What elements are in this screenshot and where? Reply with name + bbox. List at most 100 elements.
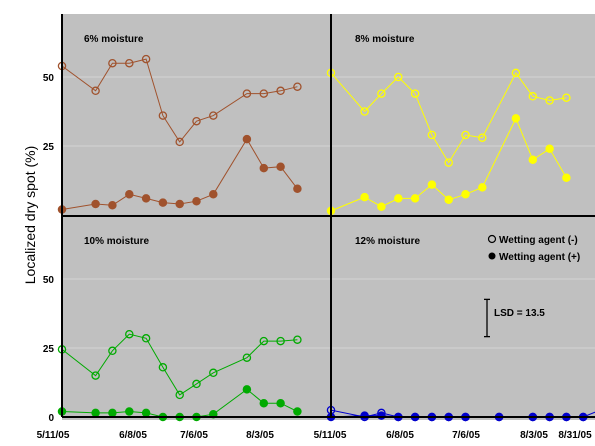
point-0-plus-3 [125, 190, 134, 199]
point-2-minus-1 [91, 371, 100, 380]
point-2-minus-7 [192, 379, 201, 389]
point-1-plus-6 [444, 195, 453, 205]
point-3-plus-2 [377, 411, 386, 420]
point-1-minus-11 [545, 96, 554, 105]
point-1-plus-10 [528, 155, 538, 165]
point-0-minus-1 [91, 86, 100, 96]
point-2-plus-1 [91, 408, 100, 418]
point-1-plus-5 [427, 180, 437, 189]
y-tick-bottom-0: 0 [48, 413, 54, 424]
point-1-minus-1 [360, 107, 369, 116]
x-tick-left-1: 5/11/05 [37, 430, 70, 441]
x-tick-left-3: 7/6/05 [180, 430, 208, 441]
legend-minus-label: Wetting agent (-) [499, 235, 578, 246]
x-tick-labels-left: 5/11/05 6/8/05 7/6/05 8/3/05 [37, 430, 275, 441]
series-line-0-minus [61, 58, 298, 143]
point-0-minus-5 [158, 111, 168, 120]
point-1-minus-5 [427, 130, 437, 140]
point-2-minus-11 [276, 336, 285, 346]
point-0-minus-4 [141, 54, 151, 64]
point-1-plus-12 [562, 173, 571, 182]
point-0-plus-11 [276, 162, 285, 171]
lsd-indicator: LSD = 13.5 [484, 298, 545, 338]
series-line-2-minus [61, 333, 298, 396]
point-0-plus-9 [242, 134, 252, 144]
point-0-minus-3 [125, 58, 134, 68]
point-0-minus-11 [276, 86, 285, 96]
point-1-minus-3 [394, 72, 403, 82]
point-1-minus-7 [461, 130, 470, 140]
legend-filled-circle-icon [488, 252, 496, 260]
point-1-minus-6 [444, 158, 453, 167]
point-2-minus-8 [209, 368, 218, 378]
point-2-plus-12 [293, 407, 302, 416]
point-0-minus-7 [192, 116, 201, 126]
point-1-plus-8 [478, 183, 487, 192]
point-2-plus-3 [125, 407, 134, 416]
panel-title-10pct: 10% moisture [84, 236, 149, 247]
point-1-plus-4 [410, 194, 420, 203]
y-tick-bottom-25: 25 [43, 344, 55, 355]
point-0-plus-6 [175, 199, 184, 209]
x-tick-left-4: 8/3/05 [246, 430, 274, 441]
series-line-1-minus [330, 71, 567, 164]
point-0-plus-2 [108, 201, 117, 210]
point-1-plus-3 [394, 194, 403, 203]
point-2-minus-4 [141, 334, 151, 343]
point-2-minus-2 [108, 346, 117, 356]
point-2-minus-3 [125, 329, 134, 339]
legend-open-circle-icon [487, 234, 497, 244]
point-1-minus-12 [562, 93, 571, 102]
x-tick-right-5: 8/31/05 [558, 430, 592, 441]
panel-title-8pct: 8% moisture [355, 34, 415, 45]
point-3-plus-1 [360, 411, 369, 420]
point-0-minus-8 [209, 111, 218, 120]
x-tick-right-2: 6/8/05 [386, 430, 414, 441]
point-2-plus-9 [242, 385, 252, 394]
point-1-minus-9 [511, 68, 521, 78]
x-tick-right-1: 5/11/05 [314, 430, 347, 441]
point-2-minus-6 [175, 390, 184, 400]
point-1-plus-9 [511, 114, 521, 123]
legend-plus-label: Wetting agent (+) [499, 252, 580, 263]
point-2-plus-4 [141, 408, 151, 418]
panel-frame [61, 14, 595, 418]
point-0-plus-7 [192, 196, 201, 206]
point-0-plus-10 [259, 163, 269, 173]
point-0-plus-4 [141, 194, 151, 203]
x-tick-right-4: 8/3/05 [520, 430, 548, 441]
point-0-minus-6 [175, 137, 184, 147]
point-0-minus-2 [108, 58, 117, 68]
point-1-plus-11 [545, 144, 554, 154]
point-0-plus-12 [293, 184, 302, 194]
x-tick-left-2: 6/8/05 [119, 430, 147, 441]
point-0-minus-9 [242, 89, 252, 98]
lsd-label: LSD = 13.5 [494, 308, 545, 319]
series-layer [57, 54, 595, 422]
point-0-minus-10 [259, 89, 269, 98]
y-tick-top-50: 50 [43, 73, 55, 84]
x-tick-labels-right: 5/11/05 6/8/05 7/6/05 8/3/05 8/31/05 [314, 430, 593, 441]
point-2-minus-9 [242, 353, 252, 362]
legend: Wetting agent (-) Wetting agent (+) [487, 234, 580, 263]
point-2-plus-2 [108, 408, 117, 418]
point-1-minus-10 [528, 92, 538, 101]
point-1-plus-2 [377, 202, 386, 211]
point-1-plus-1 [360, 192, 369, 202]
point-0-plus-5 [158, 198, 168, 207]
panel-title-12pct: 12% moisture [355, 236, 420, 247]
point-2-minus-10 [259, 336, 269, 346]
point-1-plus-7 [461, 190, 470, 199]
point-1-minus-8 [478, 133, 487, 142]
gridlines [62, 76, 595, 349]
point-0-plus-8 [209, 190, 218, 199]
point-2-plus-10 [259, 398, 269, 408]
point-1-minus-2 [377, 89, 386, 98]
point-1-minus-4 [410, 89, 420, 98]
y-tick-bottom-50: 50 [43, 275, 55, 286]
y-tick-top-25: 25 [43, 142, 55, 153]
point-0-plus-1 [91, 199, 100, 209]
point-0-minus-12 [293, 82, 302, 91]
point-2-minus-12 [293, 335, 302, 344]
